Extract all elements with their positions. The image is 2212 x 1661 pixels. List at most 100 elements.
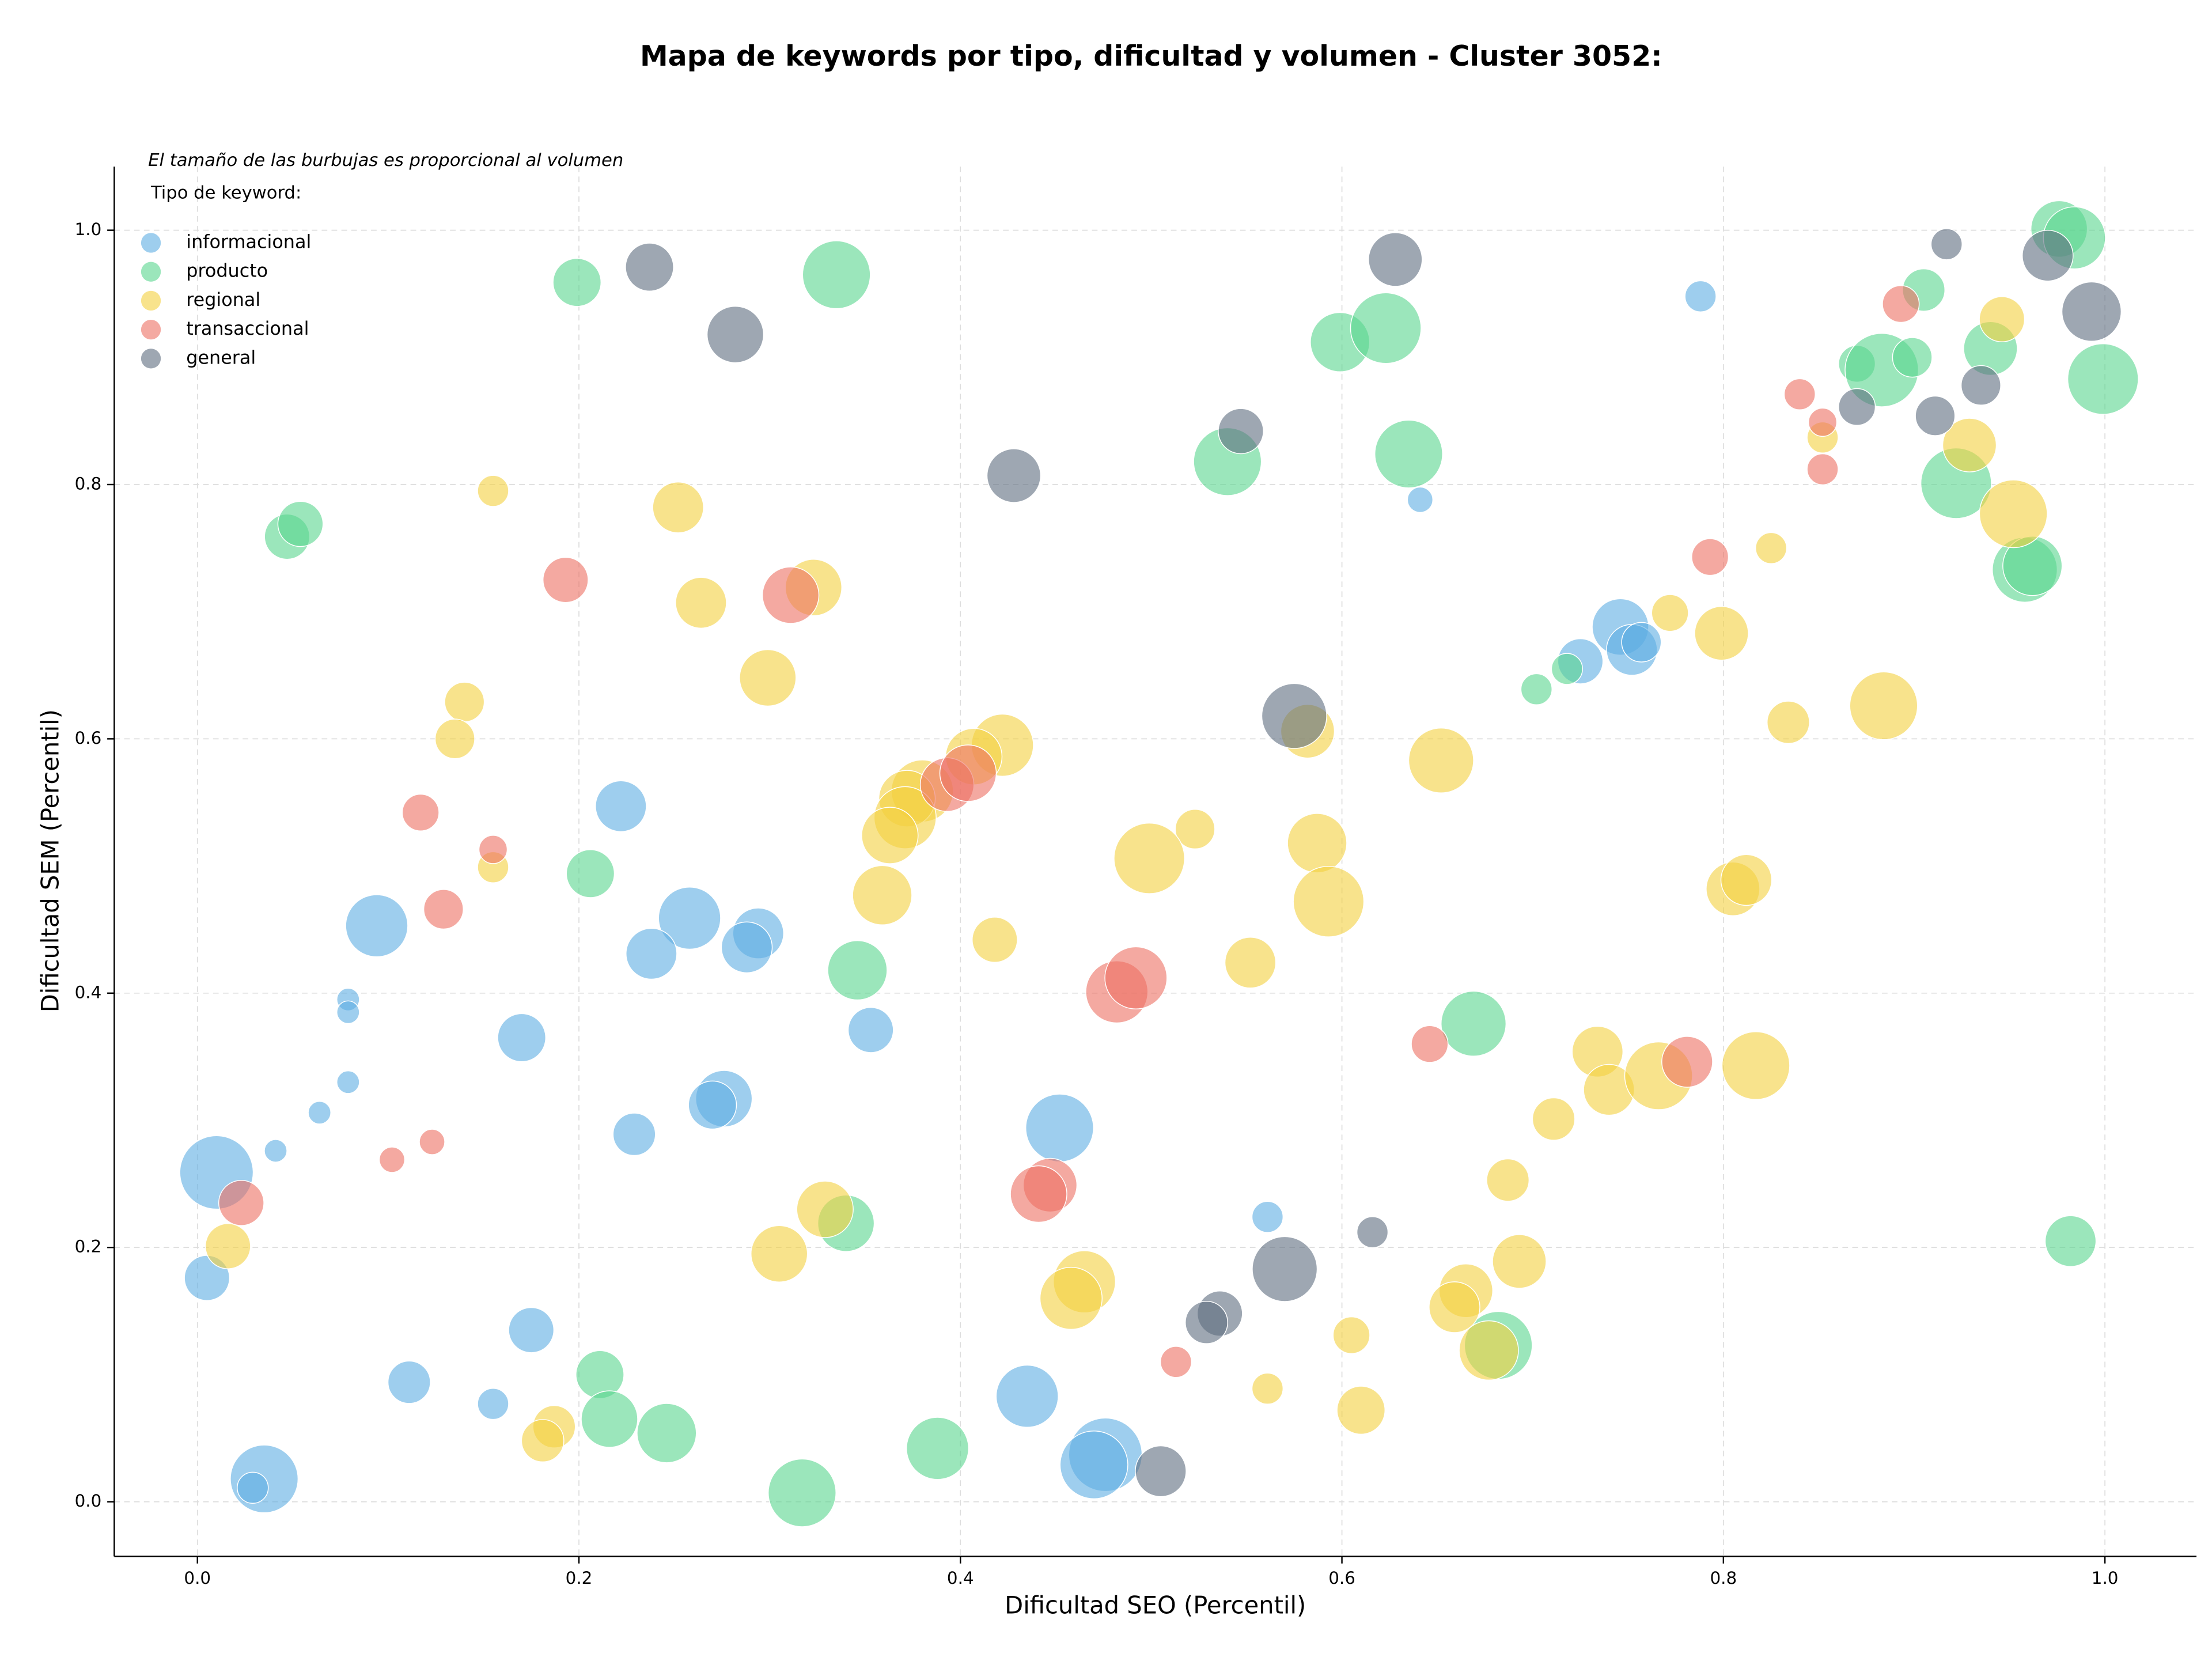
bubble bbox=[1293, 865, 1365, 937]
bubble bbox=[542, 557, 589, 603]
y-tick-label: 0.0 bbox=[75, 1491, 102, 1511]
bubble bbox=[1160, 1346, 1192, 1378]
bubble bbox=[939, 744, 997, 802]
y-tick-label: 0.4 bbox=[75, 982, 102, 1002]
bubble bbox=[1113, 822, 1185, 894]
bubble bbox=[1184, 1300, 1228, 1344]
bubble bbox=[906, 1417, 969, 1480]
bubble bbox=[675, 577, 727, 629]
legend-marker bbox=[141, 290, 161, 311]
x-tick-label: 0.8 bbox=[1710, 1568, 1737, 1588]
bubble bbox=[1684, 280, 1717, 313]
bubble bbox=[378, 1147, 406, 1173]
bubble bbox=[1440, 990, 1507, 1057]
bubble bbox=[1492, 1234, 1547, 1289]
bubble bbox=[1838, 388, 1876, 426]
bubble bbox=[739, 649, 797, 707]
bubble bbox=[1651, 594, 1689, 632]
bubble bbox=[1979, 296, 2025, 343]
points bbox=[179, 200, 2139, 1527]
bubble bbox=[1532, 1097, 1575, 1141]
y-tick-label: 1.0 bbox=[75, 220, 102, 239]
bubble bbox=[1459, 1320, 1519, 1381]
legend-marker bbox=[141, 319, 161, 340]
bubble bbox=[1806, 453, 1839, 486]
bubble bbox=[1332, 1316, 1370, 1354]
bubble bbox=[345, 894, 408, 958]
bubble bbox=[444, 682, 485, 722]
bubble bbox=[423, 889, 464, 930]
bubble bbox=[1551, 653, 1583, 685]
bubble bbox=[1025, 1094, 1094, 1163]
bubble bbox=[1059, 1431, 1128, 1500]
bubble bbox=[521, 1419, 565, 1463]
bubble bbox=[477, 475, 509, 507]
bubble bbox=[419, 1129, 445, 1155]
legend-title: Tipo de keyword: bbox=[150, 183, 301, 203]
bubble bbox=[387, 1360, 431, 1404]
bubble bbox=[995, 1364, 1059, 1428]
bubble bbox=[1915, 395, 1956, 436]
legend-label: regional bbox=[186, 289, 260, 311]
bubble bbox=[434, 718, 475, 759]
bubble bbox=[637, 1403, 697, 1463]
bubble bbox=[2021, 229, 2074, 282]
bubble bbox=[1252, 1236, 1318, 1302]
bubble bbox=[688, 1080, 737, 1130]
bubble bbox=[827, 940, 888, 1001]
bubble bbox=[1407, 486, 1434, 513]
legend-label: producto bbox=[186, 260, 268, 282]
bubble bbox=[1930, 228, 1963, 260]
bubble bbox=[612, 1113, 656, 1156]
bubble bbox=[336, 1070, 360, 1094]
bubble bbox=[1287, 813, 1347, 873]
bubble bbox=[1104, 946, 1168, 1009]
bubble bbox=[2067, 343, 2139, 415]
bubble bbox=[308, 1100, 331, 1125]
bubble bbox=[1218, 408, 1264, 455]
legend-label: informacional bbox=[186, 231, 311, 253]
bubble bbox=[1336, 1386, 1386, 1435]
chart-title: Mapa de keywords por tipo, dificultad y … bbox=[640, 40, 1662, 73]
bubble bbox=[2061, 281, 2122, 342]
bubble bbox=[852, 865, 912, 926]
bubble bbox=[1261, 683, 1327, 749]
bubble bbox=[1350, 292, 1422, 364]
bubble bbox=[625, 243, 674, 292]
bubble bbox=[1808, 407, 1838, 437]
bubble bbox=[1783, 378, 1816, 410]
bubble bbox=[1882, 285, 1920, 323]
legend-marker bbox=[141, 233, 161, 253]
bubble bbox=[581, 1390, 638, 1448]
bubble bbox=[277, 501, 324, 547]
y-tick-label: 0.6 bbox=[75, 728, 102, 748]
bubble bbox=[218, 1180, 264, 1226]
x-tick-label: 1.0 bbox=[2092, 1568, 2119, 1588]
bubble bbox=[1175, 809, 1215, 850]
bubble bbox=[1721, 1031, 1790, 1100]
bubble bbox=[1766, 701, 1810, 744]
bubble bbox=[658, 886, 721, 950]
bubble bbox=[1979, 479, 2048, 548]
legend: informacional producto regional transaccion… bbox=[141, 231, 311, 369]
bubble bbox=[552, 258, 602, 307]
bubble bbox=[1224, 937, 1277, 989]
bubble bbox=[847, 1007, 894, 1053]
bubble bbox=[575, 1350, 624, 1399]
bubble bbox=[706, 305, 764, 364]
bubble bbox=[477, 1387, 509, 1420]
bubble bbox=[264, 1139, 287, 1163]
bubble bbox=[802, 240, 871, 309]
bubble bbox=[2044, 1215, 2097, 1267]
bubble bbox=[652, 481, 704, 534]
bubble bbox=[336, 1000, 360, 1024]
y-tick-label: 0.8 bbox=[75, 474, 102, 494]
y-axis-label: Dificultad SEM (Percentil) bbox=[36, 709, 65, 1012]
bubble bbox=[1849, 671, 1918, 740]
bubble bbox=[595, 780, 647, 833]
bubble bbox=[1010, 1165, 1067, 1223]
bubble bbox=[497, 1013, 547, 1062]
bubble bbox=[1942, 418, 1997, 472]
annotation: El tamaño de las burbujas es proporciona… bbox=[148, 150, 623, 171]
